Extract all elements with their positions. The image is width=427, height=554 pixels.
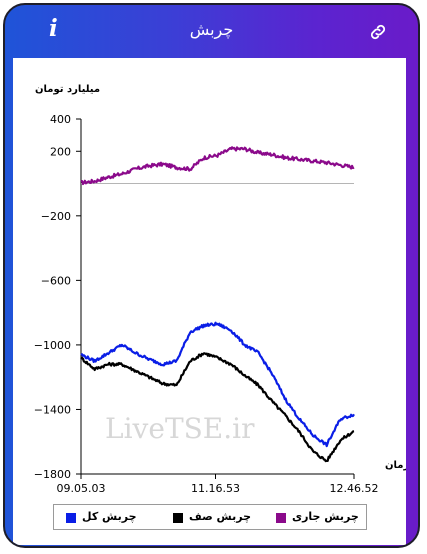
y-tick-label: 200: [50, 145, 71, 158]
y-tick-label: −200: [41, 210, 71, 223]
series-line-current: [80, 146, 355, 186]
legend: چربش جاری چربش صف چربش کل: [53, 504, 367, 530]
page-title: چربش: [189, 20, 234, 39]
y-tick-label: 400: [50, 113, 71, 126]
legend-label-current: چربش جاری: [292, 510, 359, 523]
y-axis-label: میلیارد تومان: [35, 84, 100, 95]
info-icon[interactable]: i: [49, 15, 58, 42]
x-tick-label: 09.05.03: [57, 482, 106, 495]
legend-swatch-total: [66, 513, 76, 523]
series-line-total: [80, 321, 355, 448]
legend-swatch-current: [276, 513, 286, 523]
y-tick-label: −600: [41, 274, 71, 287]
chart-panel: میلیارد تومان زمان LiveTSE.ir 400 200 −200…: [13, 58, 406, 545]
x-axis-label: زمان: [385, 460, 406, 471]
y-tick-label: −1400: [34, 403, 71, 416]
y-tick-label: −1000: [34, 339, 71, 352]
x-tick-label: 11.16.53: [191, 482, 240, 495]
legend-label-queue: چربش صف: [189, 510, 252, 523]
line-chart: میلیارد تومان زمان LiveTSE.ir 400 200 −200…: [34, 84, 406, 495]
y-tick-label: −1800: [34, 468, 71, 481]
header: i چربش: [5, 5, 418, 57]
series-line-queue: [80, 352, 355, 463]
legend-swatch-queue: [173, 513, 183, 523]
legend-label-total: چربش کل: [82, 510, 137, 523]
series-group: [80, 146, 355, 463]
app-frame: i چربش میلیارد تومان زمان LiveTSE.ir 400…: [3, 3, 420, 548]
x-tick-label: 12.46.52: [330, 482, 379, 495]
link-icon[interactable]: [368, 22, 388, 42]
watermark: LiveTSE.ir: [105, 412, 255, 445]
